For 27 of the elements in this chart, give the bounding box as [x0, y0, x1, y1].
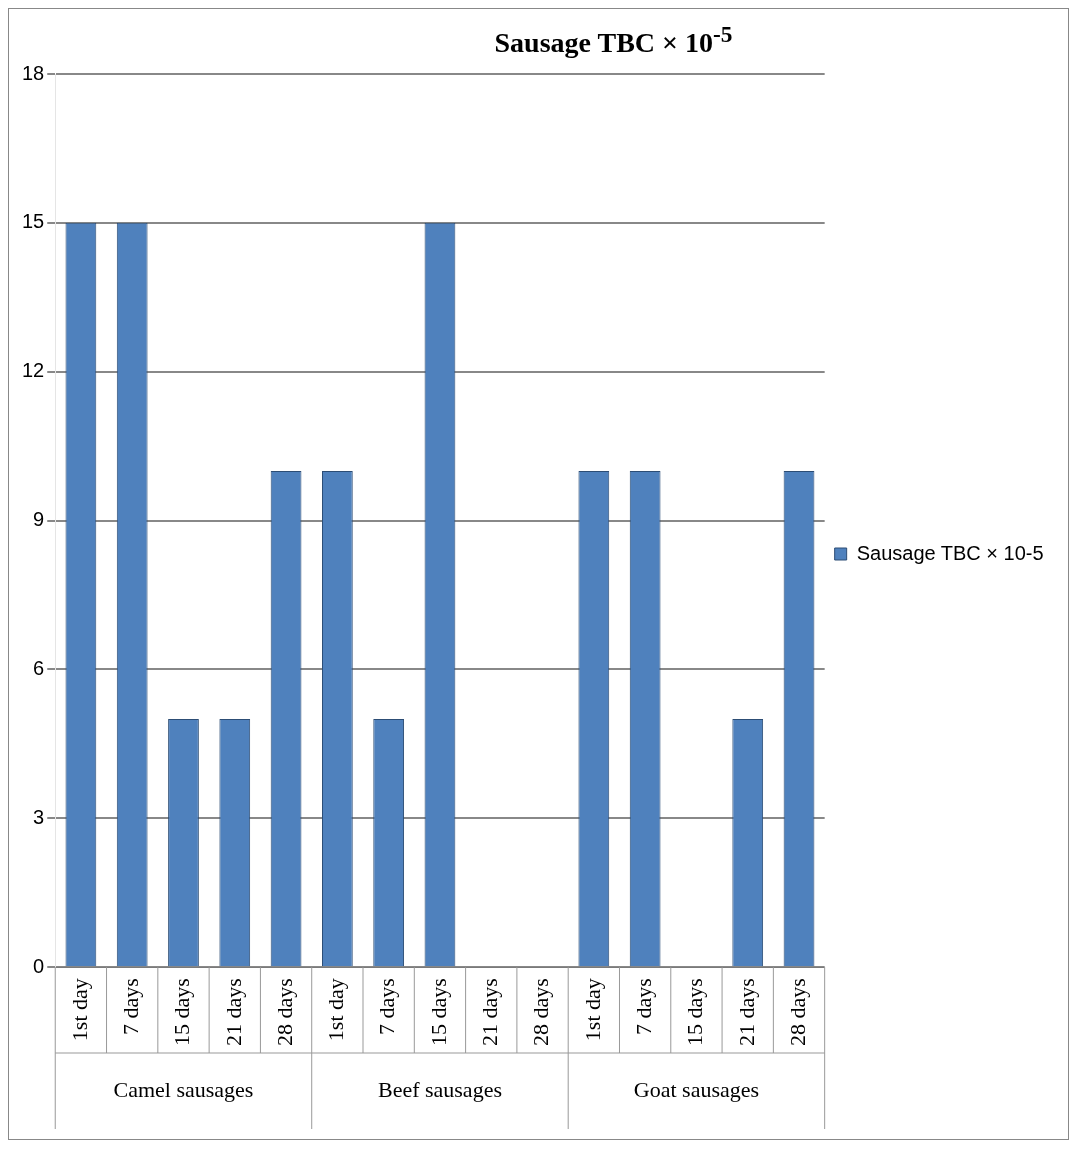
y-tick-label: 0	[33, 955, 45, 978]
text: Camel sausages	[113, 1077, 254, 1103]
x-tick-label: 28 days	[784, 978, 810, 1047]
y-tick-label: 18	[22, 61, 45, 84]
y-tick-label: 15	[22, 210, 45, 233]
text: Beef sausages	[377, 1077, 502, 1103]
x-tick-label: 1st day	[579, 978, 605, 1042]
x-tick-label: 21 days	[477, 978, 503, 1047]
x-tick-label: 15 days	[682, 978, 708, 1047]
legend-label: Sausage TBC × 10-5	[856, 541, 1044, 564]
y-tick-label: 9	[33, 508, 45, 531]
x-tick-label: 1st day	[66, 978, 92, 1042]
x-tick-label: 15 days	[425, 978, 451, 1047]
x-tick-label: 7 days	[117, 978, 143, 1036]
y-tick-label: 3	[33, 806, 45, 829]
chart-title: Sausage TBC × 10$^{-5}$	[493, 20, 734, 60]
x-tick-label: 28 days	[271, 978, 297, 1047]
x-tick-label: 7 days	[374, 978, 400, 1036]
y-tick-label: 12	[22, 359, 45, 382]
x-tick-label: 7 days	[630, 978, 656, 1036]
y-tick-label: 6	[33, 657, 45, 680]
x-tick-label: 21 days	[733, 978, 759, 1047]
text: Goat sausages	[633, 1077, 760, 1103]
x-tick-label: 21 days	[220, 978, 246, 1047]
x-tick-label: 1st day	[323, 978, 349, 1042]
x-tick-label: 15 days	[169, 978, 195, 1047]
x-tick-label: 28 days	[528, 978, 554, 1047]
